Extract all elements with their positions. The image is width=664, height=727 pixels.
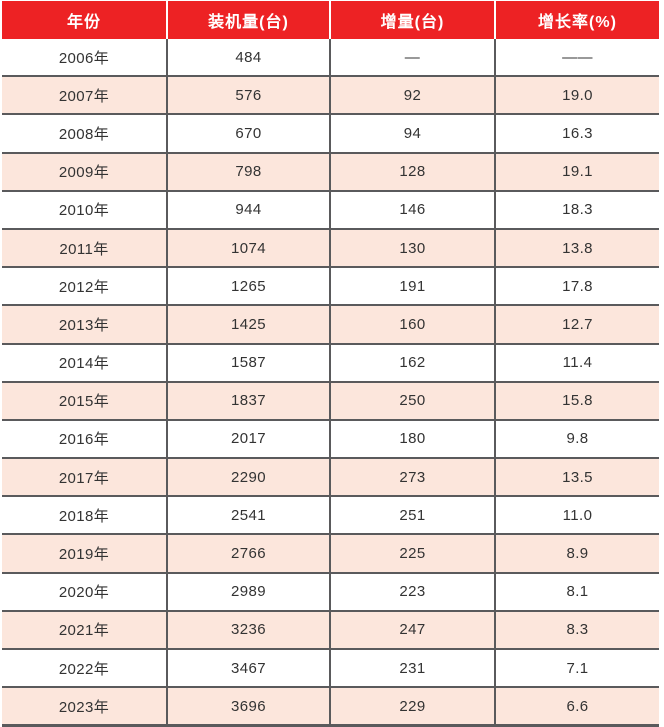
- increment-cell: 225: [330, 533, 496, 573]
- table-row: 2017年 2290 273 13.5: [2, 457, 659, 497]
- year-cell: 2018年: [2, 495, 168, 535]
- table-row: 2014年 1587 162 11.4: [2, 342, 659, 382]
- installed-cell: 2766: [167, 533, 331, 573]
- growth-rate-cell: 11.4: [495, 342, 659, 382]
- installed-cell: 484: [167, 39, 331, 77]
- table-row: 2019年 2766 225 8.9: [2, 533, 659, 573]
- table-row: 2010年 944 146 18.3: [2, 189, 659, 229]
- header-row: 年份 装机量(台) 增量(台) 增长率(%): [2, 1, 659, 39]
- year-cell: 2023年: [2, 686, 168, 727]
- increment-cell: 231: [330, 647, 496, 688]
- year-cell: 2006年: [2, 39, 168, 77]
- increment-cell: 94: [330, 113, 496, 153]
- growth-rate-cell: 8.3: [495, 609, 659, 649]
- increment-cell: 128: [330, 151, 496, 191]
- header-installed: 装机量(台): [167, 1, 331, 39]
- growth-rate-cell: 15.8: [495, 380, 659, 420]
- year-cell: 2014年: [2, 342, 168, 382]
- year-cell: 2009年: [2, 151, 168, 191]
- increment-cell: 251: [330, 495, 496, 535]
- installed-cell: 3236: [167, 609, 331, 649]
- growth-rate-cell: 12.7: [495, 304, 659, 344]
- installed-cell: 944: [167, 189, 331, 229]
- installed-cell: 1837: [167, 380, 331, 420]
- increment-cell: —: [330, 39, 496, 77]
- increment-cell: 162: [330, 342, 496, 382]
- year-cell: 2012年: [2, 266, 168, 306]
- table-body: 2006年 484 — —— 2007年 576 92 19.0 2008年 6…: [2, 39, 659, 727]
- growth-rate-cell: 11.0: [495, 495, 659, 535]
- year-cell: 2008年: [2, 113, 168, 153]
- table-row: 2016年 2017 180 9.8: [2, 418, 659, 459]
- increment-cell: 180: [330, 418, 496, 459]
- year-cell: 2015年: [2, 380, 168, 420]
- table-row: 2011年 1074 130 13.8: [2, 227, 659, 268]
- header-increment: 增量(台): [330, 1, 496, 39]
- installed-cell: 576: [167, 75, 331, 115]
- year-cell: 2022年: [2, 647, 168, 688]
- table-row: 2013年 1425 160 12.7: [2, 304, 659, 344]
- year-cell: 2020年: [2, 571, 168, 611]
- year-cell: 2010年: [2, 189, 168, 229]
- table-row: 2021年 3236 247 8.3: [2, 609, 659, 649]
- table-row: 2020年 2989 223 8.1: [2, 571, 659, 611]
- increment-cell: 92: [330, 75, 496, 115]
- increment-cell: 229: [330, 686, 496, 727]
- growth-rate-cell: 9.8: [495, 418, 659, 459]
- installed-cell: 1425: [167, 304, 331, 344]
- table-row: 2015年 1837 250 15.8: [2, 380, 659, 420]
- year-cell: 2019年: [2, 533, 168, 573]
- increment-cell: 247: [330, 609, 496, 649]
- growth-rate-cell: ——: [495, 39, 659, 77]
- growth-rate-cell: 19.1: [495, 151, 659, 191]
- installed-cell: 1265: [167, 266, 331, 306]
- table-row: 2018年 2541 251 11.0: [2, 495, 659, 535]
- installed-cell: 1074: [167, 227, 331, 268]
- installed-cell: 1587: [167, 342, 331, 382]
- table-row: 2022年 3467 231 7.1: [2, 647, 659, 688]
- installed-cell: 2541: [167, 495, 331, 535]
- increment-cell: 223: [330, 571, 496, 611]
- year-cell: 2011年: [2, 227, 168, 268]
- growth-rate-cell: 7.1: [495, 647, 659, 688]
- installed-cell: 2290: [167, 457, 331, 497]
- growth-rate-cell: 18.3: [495, 189, 659, 229]
- growth-rate-cell: 8.9: [495, 533, 659, 573]
- header-year: 年份: [2, 1, 168, 39]
- year-cell: 2017年: [2, 457, 168, 497]
- installed-cell: 2017: [167, 418, 331, 459]
- installed-cell: 670: [167, 113, 331, 153]
- year-cell: 2016年: [2, 418, 168, 459]
- increment-cell: 130: [330, 227, 496, 268]
- year-cell: 2021年: [2, 609, 168, 649]
- growth-rate-cell: 16.3: [495, 113, 659, 153]
- table-row: 2007年 576 92 19.0: [2, 75, 659, 115]
- increment-cell: 146: [330, 189, 496, 229]
- growth-rate-cell: 17.8: [495, 266, 659, 306]
- growth-rate-cell: 8.1: [495, 571, 659, 611]
- installed-cell: 3696: [167, 686, 331, 727]
- increment-cell: 191: [330, 266, 496, 306]
- table-row: 2023年 3696 229 6.6: [2, 686, 659, 727]
- table-row: 2006年 484 — ——: [2, 39, 659, 77]
- year-cell: 2013年: [2, 304, 168, 344]
- growth-rate-cell: 13.5: [495, 457, 659, 497]
- increment-cell: 250: [330, 380, 496, 420]
- table-row: 2008年 670 94 16.3: [2, 113, 659, 153]
- increment-cell: 273: [330, 457, 496, 497]
- installed-cell: 2989: [167, 571, 331, 611]
- installed-cell: 3467: [167, 647, 331, 688]
- increment-cell: 160: [330, 304, 496, 344]
- table-row: 2009年 798 128 19.1: [2, 151, 659, 191]
- year-cell: 2007年: [2, 75, 168, 115]
- growth-rate-cell: 13.8: [495, 227, 659, 268]
- table-row: 2012年 1265 191 17.8: [2, 266, 659, 306]
- growth-rate-cell: 6.6: [495, 686, 659, 727]
- installed-cell: 798: [167, 151, 331, 191]
- header-growth-rate: 增长率(%): [495, 1, 659, 39]
- growth-rate-cell: 19.0: [495, 75, 659, 115]
